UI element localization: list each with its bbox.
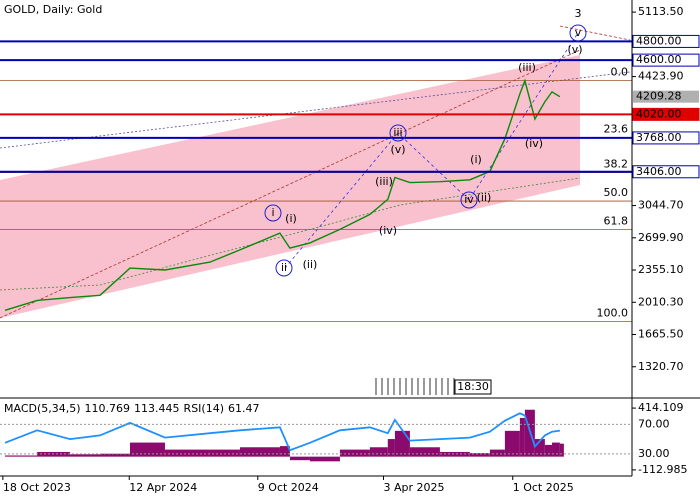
level-box (632, 53, 700, 67)
chart-title: GOLD, Daily: Gold (4, 3, 102, 16)
y2-tick-label: 30.00 (638, 447, 670, 460)
wave-label: (v) (390, 143, 405, 156)
wave-label: (i) (470, 153, 482, 166)
indicator-value: MACD(5,34,5) (4, 402, 81, 415)
background-layer (0, 25, 631, 319)
fib-label: 100.0 (597, 306, 629, 319)
y-tick-label: 2355.10 (638, 263, 684, 276)
level-box (632, 107, 700, 121)
macd-bar (99, 453, 130, 457)
price-line (4, 78, 561, 311)
wave-label: (iii) (518, 61, 536, 74)
level-label: 3406.00 (636, 165, 682, 178)
wave-label: (v) (567, 43, 582, 56)
wave-label: v (575, 26, 582, 39)
y-tick-label: 4423.90 (638, 70, 684, 83)
macd-bar (519, 417, 525, 457)
price-channel (0, 55, 580, 318)
fib-label: 61.8 (604, 214, 629, 227)
indicator-value: 110.769 (85, 402, 131, 415)
macd-bar (129, 442, 165, 457)
wave-circle (460, 191, 478, 209)
y-tick-label: -112.985 (638, 463, 687, 476)
level-label: 4600.00 (636, 53, 682, 66)
fib-label: 0.0 (611, 66, 629, 79)
macd-bar (409, 447, 440, 457)
wave-label: (ii) (303, 258, 318, 271)
fib-label: 38.2 (604, 158, 629, 171)
macd-bar (289, 456, 310, 461)
macd-bar (544, 444, 553, 457)
wave-label: 3 (575, 7, 582, 20)
macd-bar (339, 449, 370, 457)
wave-circle (275, 259, 293, 277)
level-label: 4800.00 (636, 34, 682, 47)
fib-label: 23.6 (604, 122, 629, 135)
macd-bar (489, 449, 505, 457)
x-tick-label: 12 Apr 2024 (129, 481, 197, 494)
x-tick-label: 1 Oct 2025 (513, 481, 574, 494)
macd-bar (439, 451, 470, 457)
level-label: 3768.00 (636, 131, 682, 144)
macd-bar (559, 443, 564, 457)
macd-bar (209, 449, 240, 457)
trend-line (0, 71, 631, 149)
macd-bar (534, 439, 545, 457)
trend-line (0, 49, 581, 319)
macd-bar (394, 430, 410, 457)
wave-label: (iv) (379, 224, 397, 237)
moving-average (0, 177, 581, 291)
y2-tick-label: 70.00 (638, 417, 670, 430)
wave-label: (ii) (477, 191, 492, 204)
level-box (632, 34, 700, 48)
macd-bar (504, 430, 520, 457)
time-box (454, 379, 492, 395)
y-tick-label: 1665.50 (638, 328, 684, 341)
wave-circle (569, 24, 587, 42)
wave-label: i (271, 206, 274, 219)
rsi-line (4, 412, 561, 452)
x-tick-label: 18 Oct 2023 (3, 481, 71, 494)
wave-label: iii (393, 126, 402, 139)
macd-bar (309, 456, 340, 462)
indicator-value: 113.445 (134, 402, 180, 415)
indicator-value: RSI(14) (184, 402, 224, 415)
indicator-header: MACD(5,34,5) 110.769 113.445 RSI(14) 61.47 (4, 402, 260, 415)
y-tick-label: 414.109 (638, 401, 684, 414)
macd-bar (4, 455, 38, 457)
wave-label: (i) (285, 212, 297, 225)
wave-circle (389, 124, 407, 142)
macd-bar (369, 447, 388, 457)
x-tick-label: 3 Apr 2025 (383, 481, 444, 494)
last-price-label: 4209.28 (636, 90, 682, 103)
y-tick-label: 3044.70 (638, 199, 684, 212)
level-box (632, 131, 700, 145)
fib-label: 50.0 (604, 186, 629, 199)
wave-label: (iv) (525, 137, 543, 150)
indicator-value: 61.47 (228, 402, 260, 415)
wave-label: ii (281, 261, 287, 274)
last-price-box (633, 90, 699, 103)
y-tick-label: 2010.30 (638, 295, 684, 308)
y-tick-label: 2699.90 (638, 231, 684, 244)
wave-line (284, 32, 579, 269)
y-tick-label: 1320.70 (638, 360, 684, 373)
wave-label: iv (464, 193, 474, 206)
macd-bar (164, 449, 210, 457)
macd-bar (279, 446, 290, 457)
wave-label: (iii) (375, 175, 393, 188)
x-tick-label: 9 Oct 2024 (258, 481, 319, 494)
macd-bar (387, 439, 395, 457)
time-marker: 18:30 (457, 380, 489, 393)
macd-bar (239, 447, 280, 457)
level-label: 4020.00 (636, 107, 682, 120)
level-box (632, 165, 700, 179)
macd-bar (69, 454, 100, 457)
wave-circle (264, 204, 282, 222)
y-tick-label: 5113.50 (638, 5, 684, 18)
macd-bar (552, 442, 560, 457)
macd-bar (469, 453, 490, 457)
